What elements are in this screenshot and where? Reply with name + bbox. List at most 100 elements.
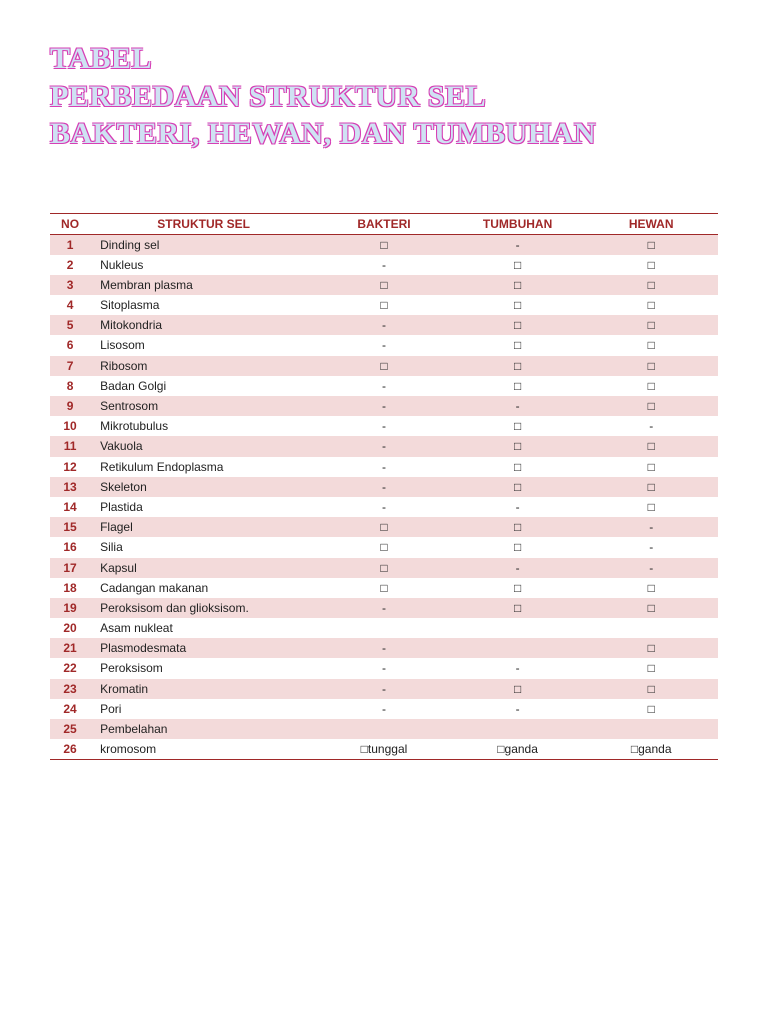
table-row: 19Peroksisom dan glioksisom.-□□ <box>50 598 718 618</box>
cell-struktur: Sitoplasma <box>90 295 317 315</box>
cell-hewan: □ <box>584 295 718 315</box>
cell-no: 15 <box>50 517 90 537</box>
cell-hewan: □ <box>584 457 718 477</box>
table-row: 20Asam nukleat <box>50 618 718 638</box>
cell-hewan: □ <box>584 699 718 719</box>
cell-tumbuhan: □ganda <box>451 739 585 760</box>
cell-bakteri: - <box>317 416 451 436</box>
cell-bakteri: - <box>317 497 451 517</box>
cell-no: 4 <box>50 295 90 315</box>
cell-tumbuhan: □ <box>451 416 585 436</box>
cell-no: 2 <box>50 255 90 275</box>
cell-struktur: Skeleton <box>90 477 317 497</box>
title-line: PERBEDAAN STRUKTUR SEL <box>50 78 718 116</box>
cell-struktur: Sentrosom <box>90 396 317 416</box>
table-row: 17Kapsul□-- <box>50 558 718 578</box>
cell-struktur: Mikrotubulus <box>90 416 317 436</box>
cell-tumbuhan: - <box>451 396 585 416</box>
cell-bakteri: - <box>317 477 451 497</box>
cell-hewan: - <box>584 558 718 578</box>
cell-tumbuhan <box>451 618 585 638</box>
cell-tumbuhan: □ <box>451 275 585 295</box>
cell-hewan <box>584 618 718 638</box>
table-row: 3Membran plasma□□□ <box>50 275 718 295</box>
cell-tumbuhan: □ <box>451 315 585 335</box>
cell-tumbuhan <box>451 638 585 658</box>
cell-hewan: - <box>584 537 718 557</box>
cell-tumbuhan: - <box>451 558 585 578</box>
cell-tumbuhan: □ <box>451 295 585 315</box>
cell-bakteri: □ <box>317 356 451 376</box>
cell-no: 7 <box>50 356 90 376</box>
cell-hewan: □ <box>584 436 718 456</box>
cell-no: 5 <box>50 315 90 335</box>
table-row: 14Plastida--□ <box>50 497 718 517</box>
cell-hewan: □ <box>584 356 718 376</box>
comparison-table: NO STRUKTUR SEL BAKTERI TUMBUHAN HEWAN 1… <box>50 213 718 761</box>
cell-bakteri: □ <box>317 234 451 255</box>
cell-struktur: Pembelahan <box>90 719 317 739</box>
cell-tumbuhan: - <box>451 234 585 255</box>
cell-hewan <box>584 719 718 739</box>
cell-struktur: Mitokondria <box>90 315 317 335</box>
cell-no: 8 <box>50 376 90 396</box>
cell-tumbuhan: - <box>451 497 585 517</box>
cell-hewan: □ <box>584 658 718 678</box>
cell-struktur: Peroksisom dan glioksisom. <box>90 598 317 618</box>
cell-no: 13 <box>50 477 90 497</box>
cell-tumbuhan: □ <box>451 436 585 456</box>
cell-no: 16 <box>50 537 90 557</box>
cell-bakteri: □ <box>317 537 451 557</box>
cell-struktur: Cadangan makanan <box>90 578 317 598</box>
cell-no: 1 <box>50 234 90 255</box>
table-row: 7Ribosom□□□ <box>50 356 718 376</box>
table-body: 1Dinding sel□-□2Nukleus-□□3Membran plasm… <box>50 234 718 760</box>
cell-no: 23 <box>50 679 90 699</box>
cell-struktur: Lisosom <box>90 335 317 355</box>
cell-no: 11 <box>50 436 90 456</box>
cell-no: 20 <box>50 618 90 638</box>
cell-hewan: □ <box>584 497 718 517</box>
cell-bakteri: - <box>317 376 451 396</box>
table-row: 4Sitoplasma□□□ <box>50 295 718 315</box>
cell-no: 19 <box>50 598 90 618</box>
document-title: TABEL PERBEDAAN STRUKTUR SEL BAKTERI, HE… <box>50 40 718 153</box>
table-row: 18Cadangan makanan□□□ <box>50 578 718 598</box>
table-row: 2Nukleus-□□ <box>50 255 718 275</box>
cell-no: 14 <box>50 497 90 517</box>
cell-bakteri: □ <box>317 517 451 537</box>
table-row: 10Mikrotubulus-□- <box>50 416 718 436</box>
table-row: 9Sentrosom--□ <box>50 396 718 416</box>
table-row: 15Flagel□□- <box>50 517 718 537</box>
table-row: 5Mitokondria-□□ <box>50 315 718 335</box>
cell-tumbuhan: □ <box>451 356 585 376</box>
table-row: 21Plasmodesmata-□ <box>50 638 718 658</box>
cell-struktur: Flagel <box>90 517 317 537</box>
cell-hewan: □ <box>584 396 718 416</box>
cell-bakteri: - <box>317 457 451 477</box>
col-header-tumbuhan: TUMBUHAN <box>451 213 585 234</box>
cell-bakteri: - <box>317 255 451 275</box>
cell-hewan: □ <box>584 477 718 497</box>
table-row: 6Lisosom-□□ <box>50 335 718 355</box>
cell-bakteri: - <box>317 658 451 678</box>
table-row: 22Peroksisom--□ <box>50 658 718 678</box>
cell-tumbuhan: - <box>451 658 585 678</box>
title-line: BAKTERI, HEWAN, DAN TUMBUHAN <box>50 115 718 153</box>
cell-bakteri: - <box>317 679 451 699</box>
table-header-row: NO STRUKTUR SEL BAKTERI TUMBUHAN HEWAN <box>50 213 718 234</box>
cell-struktur: Nukleus <box>90 255 317 275</box>
cell-tumbuhan: □ <box>451 255 585 275</box>
cell-hewan: □ganda <box>584 739 718 760</box>
col-header-struktur: STRUKTUR SEL <box>90 213 317 234</box>
cell-bakteri: - <box>317 598 451 618</box>
cell-hewan: □ <box>584 234 718 255</box>
cell-bakteri: □ <box>317 275 451 295</box>
cell-hewan: - <box>584 416 718 436</box>
cell-hewan: □ <box>584 315 718 335</box>
cell-bakteri: □ <box>317 558 451 578</box>
cell-no: 12 <box>50 457 90 477</box>
cell-struktur: Membran plasma <box>90 275 317 295</box>
cell-hewan: - <box>584 517 718 537</box>
cell-tumbuhan: □ <box>451 335 585 355</box>
